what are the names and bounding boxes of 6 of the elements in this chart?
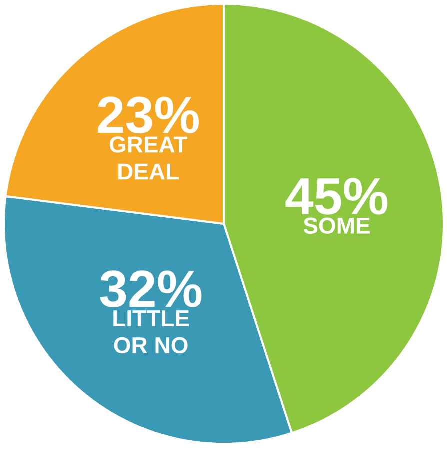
data-label: 32% bbox=[100, 270, 202, 308]
data-label: 45% bbox=[286, 178, 388, 215]
slice-label: LITTLE OR NO bbox=[114, 310, 190, 354]
slice-label: SOME bbox=[304, 218, 370, 234]
slice-label: GREAT DEAL bbox=[110, 136, 188, 180]
data-label: 23% bbox=[98, 96, 200, 134]
